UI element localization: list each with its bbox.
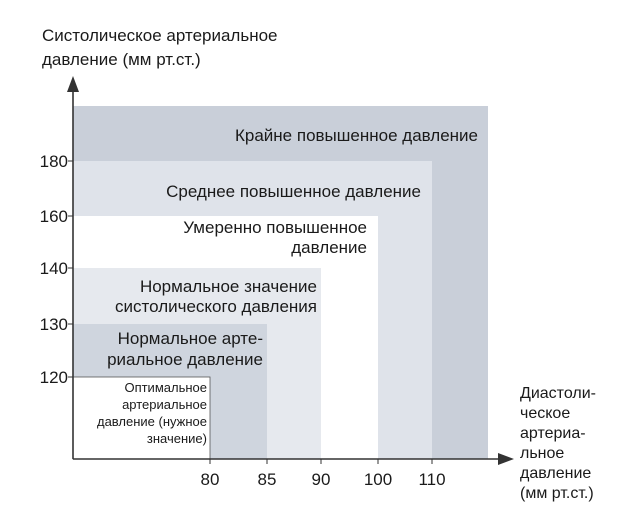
x-tick-label: 110 xyxy=(418,470,445,489)
zone-optimal-label-line: Оптимальное xyxy=(124,380,207,395)
x-tick-label: 100 xyxy=(364,470,392,489)
zones-layer xyxy=(72,106,488,460)
y-axis-title-line: давление (мм рт.ст.) xyxy=(42,50,201,69)
y-tick-label: 160 xyxy=(40,207,68,226)
y-tick-label: 140 xyxy=(40,259,68,278)
zone-moderate-high-label-line: Умеренно повышенное xyxy=(183,218,367,237)
y-axis-arrow-icon xyxy=(67,76,79,92)
x-axis-title-line: (мм рт.ст.) xyxy=(520,485,594,502)
x-axis-title-line: давление xyxy=(520,465,591,482)
y-tick-label: 130 xyxy=(40,315,68,334)
zone-optimal-label-line: значение) xyxy=(147,431,207,446)
zone-optimal xyxy=(72,376,211,460)
zone-normal-label-line: Нормальное арте- xyxy=(118,329,263,348)
x-axis-arrow-icon xyxy=(498,453,514,465)
y-tick-label: 120 xyxy=(40,368,68,387)
zone-labels-layer: Крайне повышенное давление Среднее повыше… xyxy=(97,126,478,446)
zone-normal-label-line: риальное давление xyxy=(107,350,263,369)
y-tick-label: 180 xyxy=(40,152,68,171)
axes-layer: 80 85 90 100 110 120 130 140 160 180 Систолическое… xyxy=(40,26,596,502)
zone-medium-high-label-line: Среднее повышенное давление xyxy=(166,182,421,201)
x-axis-title-line: артериа- xyxy=(520,425,586,442)
zone-normal-systolic-label-line: систолического давления xyxy=(115,297,317,316)
x-tick-label: 85 xyxy=(258,470,277,489)
zone-optimal-label-line: артериальное xyxy=(122,397,207,412)
zone-moderate-high-label-line: давление xyxy=(291,238,367,257)
zone-normal-systolic-label-line: Нормальное значение xyxy=(140,277,317,296)
zone-extreme-high-label-line: Крайне повышенное давление xyxy=(235,126,478,145)
x-axis-title-line: льное xyxy=(520,445,564,462)
x-axis-title-line: Диастоли- xyxy=(520,385,596,402)
y-axis-title-line: Систолическое артериальное xyxy=(42,26,278,45)
x-axis-title-line: ческое xyxy=(520,405,570,422)
x-tick-label: 80 xyxy=(201,470,220,489)
x-tick-label: 90 xyxy=(312,470,331,489)
zone-optimal-label-line: давление (нужное xyxy=(97,414,207,429)
